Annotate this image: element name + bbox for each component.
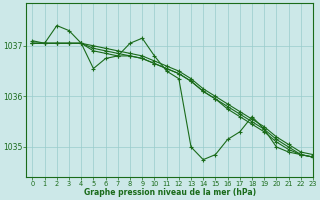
- X-axis label: Graphe pression niveau de la mer (hPa): Graphe pression niveau de la mer (hPa): [84, 188, 256, 197]
